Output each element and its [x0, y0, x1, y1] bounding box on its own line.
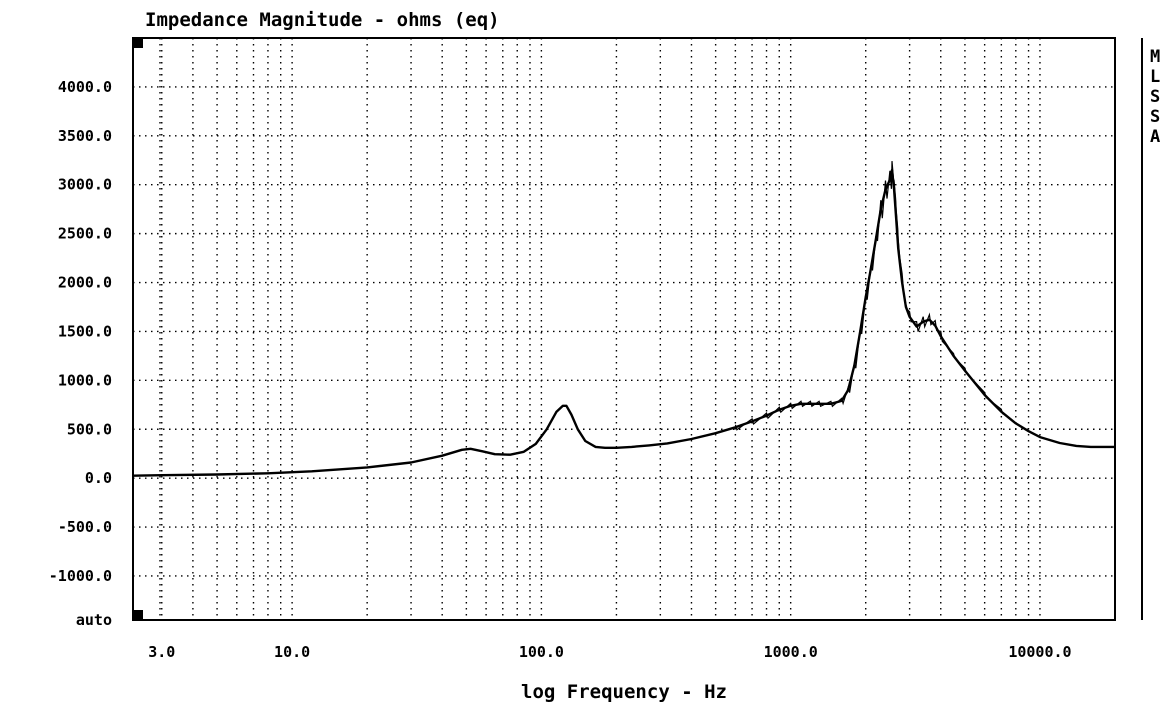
- x-tick-label: 10000.0: [1008, 643, 1071, 661]
- x-tick-label: 1000.0: [764, 643, 818, 661]
- y-tick-label: 2000.0: [58, 274, 112, 292]
- y-tick-label: 1500.0: [58, 322, 112, 340]
- y-tick-label: 1000.0: [58, 371, 112, 389]
- x-tick-label: 3.0: [148, 643, 175, 661]
- y-bottom-label: auto: [76, 611, 112, 629]
- chart-title: Impedance Magnitude - ohms (eq): [145, 9, 500, 31]
- y-tick-label: 2500.0: [58, 225, 112, 243]
- side-letter: M: [1150, 47, 1160, 67]
- y-tick-label: 4000.0: [58, 78, 112, 96]
- y-tick-label: -500.0: [58, 518, 112, 536]
- plot-corner-marker-bottom: [134, 610, 143, 619]
- plot-frame: [132, 37, 1116, 621]
- y-tick-label: 3000.0: [58, 176, 112, 194]
- trace-layer: [132, 161, 1115, 477]
- side-letter: S: [1150, 107, 1160, 127]
- x-tick-labels: 3.0 10.0 100.0 1000.0 10000.0: [148, 643, 1071, 661]
- impedance-trace: [132, 168, 1115, 477]
- side-letter: S: [1150, 87, 1160, 107]
- y-tick-label: 3500.0: [58, 127, 112, 145]
- side-letter: L: [1150, 67, 1160, 87]
- y-tick-label: 500.0: [67, 420, 112, 438]
- impedance-trace-noise: [734, 161, 1004, 431]
- grid-layer: [133, 38, 1116, 620]
- x-tick-label: 10.0: [274, 643, 310, 661]
- x-axis-label: log Frequency - Hz: [521, 681, 727, 703]
- side-letter: A: [1150, 127, 1160, 147]
- x-tick-label: 100.0: [519, 643, 564, 661]
- y-tick-label: -1000.0: [49, 567, 112, 585]
- y-tick-labels: 4000.0 3500.0 3000.0 2500.0 2000.0 1500.0 1000…: [49, 78, 112, 585]
- y-tick-label: 0.0: [85, 469, 112, 487]
- plot-corner-marker-top: [134, 39, 143, 48]
